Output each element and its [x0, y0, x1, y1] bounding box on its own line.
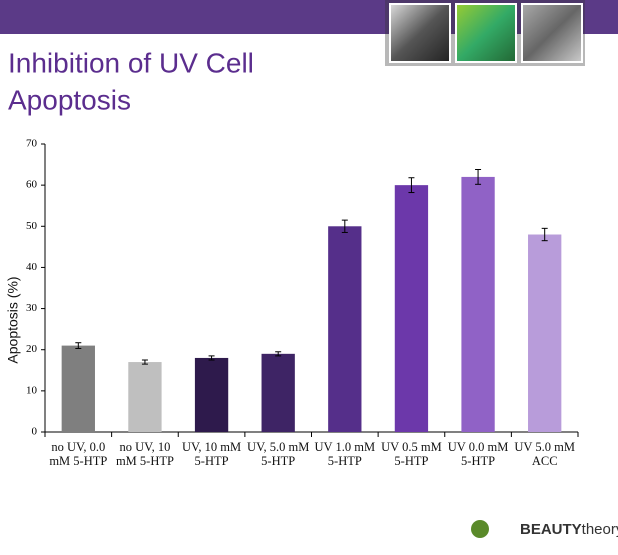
y-tick-label: 10 — [26, 384, 38, 396]
bar — [61, 345, 95, 432]
bar — [194, 357, 229, 432]
x-tick-label: UV 1.0 mM 5-HTP — [314, 440, 376, 468]
y-axis-label: Apoptosis (%) — [5, 276, 21, 363]
bar — [328, 226, 362, 432]
x-tick-label: UV, 10 mM 5-HTP — [181, 440, 242, 468]
bar — [394, 185, 429, 432]
image — [389, 3, 451, 63]
image — [521, 3, 583, 63]
bar — [128, 362, 162, 432]
y-tick-label: 30 — [26, 302, 38, 314]
x-tick-label: no UV, 0.0 mM 5-HTP — [49, 440, 108, 468]
y-tick-label: 40 — [26, 261, 38, 273]
title: Apoptosis — [8, 84, 131, 115]
y-tick-label: 60 — [26, 179, 38, 191]
x-tick-label: UV 0.5 mM 5-HTP — [381, 440, 442, 468]
bar — [261, 353, 295, 432]
y-tick-label: 70 — [26, 138, 38, 150]
y-tick-label: 0 — [32, 426, 38, 438]
logo-light: theory — [582, 521, 618, 538]
y-tick-label: 50 — [26, 220, 38, 232]
title: Inhibition of UV Cell — [8, 47, 254, 78]
image — [455, 3, 517, 63]
logo-icon — [471, 520, 489, 538]
x-tick-label: UV 0.0 mM 5-HTP — [447, 440, 509, 468]
x-tick-label: UV 5.0 mM ACC — [514, 440, 575, 468]
logo-strong: BEAUTY — [520, 521, 582, 538]
bar — [528, 234, 562, 432]
y-tick-label: 20 — [26, 343, 38, 355]
x-tick-label: no UV, 10 mM 5-HTP — [115, 440, 174, 468]
x-tick-label: UV, 5.0 mM 5-HTP — [247, 440, 310, 468]
logo: BEAUTYtheory — [520, 521, 618, 538]
bar — [461, 176, 495, 432]
